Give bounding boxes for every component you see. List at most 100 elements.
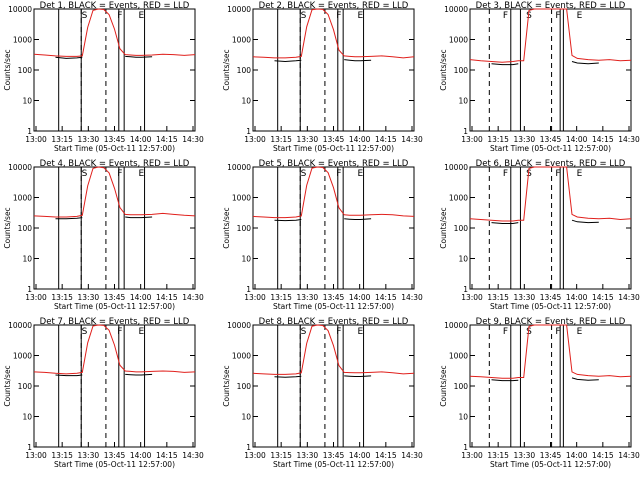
x-tick-label: 13:30 [297, 293, 319, 302]
x-tick-label: 13:30 [514, 135, 536, 144]
y-tick-label: 10 [22, 413, 32, 422]
y-tick-label: 10 [458, 413, 468, 422]
plot-frame [252, 166, 415, 290]
events-series-line [274, 218, 372, 222]
x-tick-label: 13:15 [270, 135, 292, 144]
x-tick-label: 14:15 [592, 135, 614, 144]
interval-letter-label: E [357, 327, 363, 337]
y-axis-label: Counts/sec [439, 207, 448, 248]
x-tick-label: 13:45 [323, 135, 345, 144]
y-tick-label: 10 [241, 413, 251, 422]
y-tick-label: 10000 [444, 5, 468, 14]
interval-letter-label: S [526, 169, 532, 179]
y-tick-label: 1 [463, 127, 468, 136]
x-tick-label: 13:15 [487, 135, 509, 144]
interval-letter-label: F [555, 327, 560, 337]
y-tick-label: 1 [463, 443, 468, 452]
y-tick-label: 1 [27, 285, 32, 294]
x-tick-label: 14:00 [130, 293, 152, 302]
y-tick-label: 100 [237, 382, 252, 391]
x-tick-label: 14:15 [592, 293, 614, 302]
panel-det-7: Det 7, BLACK = Events, RED = LLD 1 10 100 10… [3, 317, 204, 469]
x-tick-label: 14:30 [182, 293, 204, 302]
x-tick-label: 13:45 [540, 293, 562, 302]
x-tick-label: 13:30 [78, 451, 100, 460]
panel-det-2: Det 2, BLACK = Events, RED = LLD 1 10 100 10… [222, 1, 423, 153]
lld-series-line [252, 8, 415, 59]
interval-letter-label: E [138, 169, 144, 179]
x-tick-label: 14:30 [618, 451, 640, 460]
events-series-line [491, 219, 599, 224]
y-tick-label: 100 [18, 224, 33, 233]
panel-det-8: Det 8, BLACK = Events, RED = LLD 1 10 100 10… [222, 317, 423, 469]
lld-series-line [33, 324, 196, 375]
y-tick-label: 100 [237, 224, 252, 233]
x-axis-label: Start Time (05-Oct-11 12:57:00) [490, 460, 611, 469]
lld-series-line [252, 324, 415, 375]
x-tick-label: 13:00 [244, 293, 266, 302]
x-tick-label: 13:00 [25, 135, 47, 144]
x-axis-label: Start Time (05-Oct-11 12:57:00) [273, 144, 394, 153]
interval-letter-label: F [555, 169, 560, 179]
y-axis-label: Counts/sec [222, 49, 231, 90]
panel-det-3: Det 3, BLACK = Events, RED = LLD 1 10 100 10… [439, 1, 640, 153]
interval-letter-label: E [357, 11, 363, 21]
lld-series-line [469, 166, 632, 222]
chart-title: Det 5, BLACK = Events, RED = LLD [259, 159, 409, 169]
plot-frame [469, 324, 632, 448]
x-tick-label: 13:45 [104, 451, 126, 460]
x-tick-label: 13:15 [270, 293, 292, 302]
x-tick-label: 14:00 [566, 451, 588, 460]
y-axis-label: Counts/sec [439, 365, 448, 406]
x-tick-label: 14:15 [156, 135, 178, 144]
y-tick-label: 10 [241, 97, 251, 106]
x-tick-label: 13:30 [297, 451, 319, 460]
y-tick-label: 100 [18, 66, 33, 75]
interval-letter-label: F [117, 11, 122, 21]
y-tick-label: 10000 [444, 163, 468, 172]
lld-series-line [252, 166, 415, 219]
lld-series-line [469, 8, 632, 63]
x-axis-label: Start Time (05-Oct-11 12:57:00) [490, 302, 611, 311]
x-tick-label: 14:15 [375, 451, 397, 460]
y-axis-label: Counts/sec [3, 365, 12, 406]
plot-frame [469, 8, 632, 132]
x-tick-label: 14:00 [349, 135, 371, 144]
panel-det-5: Det 5, BLACK = Events, RED = LLD 1 10 100 10… [222, 159, 423, 311]
y-tick-label: 10000 [8, 321, 32, 330]
x-tick-label: 14:30 [618, 135, 640, 144]
y-axis-label: Counts/sec [222, 207, 231, 248]
plot-frame [469, 166, 632, 290]
chart-title: Det 4, BLACK = Events, RED = LLD [40, 159, 190, 169]
chart-title: Det 7, BLACK = Events, RED = LLD [40, 317, 190, 327]
y-tick-label: 100 [454, 66, 469, 75]
x-tick-label: 13:00 [461, 451, 483, 460]
chart-title: Det 8, BLACK = Events, RED = LLD [259, 317, 409, 327]
x-axis-label: Start Time (05-Oct-11 12:57:00) [54, 460, 175, 469]
y-tick-label: 1000 [232, 352, 251, 361]
chart-title: Det 2, BLACK = Events, RED = LLD [259, 1, 409, 11]
x-tick-label: 13:30 [514, 451, 536, 460]
x-axis-label: Start Time (05-Oct-11 12:57:00) [273, 460, 394, 469]
interval-letter-label: F [503, 11, 508, 21]
panel-det-1: Det 1, BLACK = Events, RED = LLD 1 10 100 10… [3, 1, 204, 153]
y-tick-label: 1000 [13, 36, 32, 45]
interval-letter-label: F [336, 11, 341, 21]
y-tick-label: 1 [463, 285, 468, 294]
interval-letter-label: F [503, 169, 508, 179]
y-tick-label: 1000 [232, 36, 251, 45]
x-axis-label: Start Time (05-Oct-11 12:57:00) [54, 302, 175, 311]
interval-letter-label: E [577, 169, 583, 179]
x-tick-label: 13:15 [487, 293, 509, 302]
interval-letter-label: E [577, 327, 583, 337]
panel-det-4: Det 4, BLACK = Events, RED = LLD 1 10 100 10… [3, 159, 204, 311]
x-tick-label: 14:00 [566, 293, 588, 302]
events-series-line [55, 373, 153, 377]
x-tick-label: 13:45 [104, 293, 126, 302]
x-tick-label: 14:30 [182, 135, 204, 144]
x-tick-label: 13:45 [540, 451, 562, 460]
x-tick-label: 13:00 [244, 451, 266, 460]
plot-frame [33, 324, 196, 448]
x-tick-label: 13:30 [78, 135, 100, 144]
x-tick-label: 13:00 [25, 451, 47, 460]
